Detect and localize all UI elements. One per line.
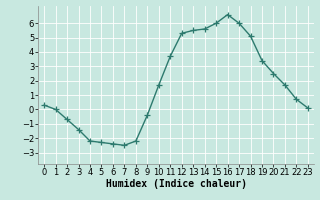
X-axis label: Humidex (Indice chaleur): Humidex (Indice chaleur) [106,179,246,189]
